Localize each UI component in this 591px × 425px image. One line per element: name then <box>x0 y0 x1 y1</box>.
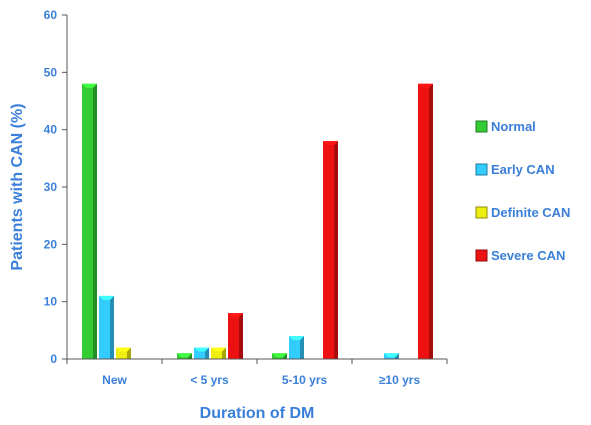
legend-swatch <box>475 163 488 176</box>
legend-item: Definite CAN <box>475 205 570 220</box>
y-tick-label: 10 <box>44 295 58 309</box>
legend-label: Severe CAN <box>491 248 565 263</box>
x-tick-label: New <box>102 373 127 387</box>
bar <box>116 347 131 359</box>
bar-side <box>239 313 243 359</box>
bar-face <box>194 347 209 359</box>
legend-label: Early CAN <box>491 162 555 177</box>
bar <box>211 347 226 359</box>
bar-side <box>334 141 338 359</box>
legend-item: Normal <box>475 119 536 134</box>
legend-label: Normal <box>491 119 536 134</box>
bar-top <box>272 353 287 358</box>
x-tick-label: < 5 yrs <box>190 373 229 387</box>
axes-layer <box>66 15 447 360</box>
bar-side <box>395 353 399 359</box>
legend-swatch <box>475 249 488 262</box>
bar-side <box>300 336 304 359</box>
bar-side <box>205 347 209 359</box>
bar-top <box>384 353 399 358</box>
bar-top <box>82 83 97 88</box>
bar-side <box>93 83 97 360</box>
bar <box>99 295 114 359</box>
legend-item: Severe CAN <box>475 248 565 263</box>
bar-top <box>177 353 192 358</box>
bar-side <box>222 347 226 359</box>
legend: Normal Early CAN Definite CAN Severe CAN <box>475 119 570 263</box>
bar <box>82 83 97 360</box>
bar-top <box>194 347 209 352</box>
bar-top <box>99 295 114 300</box>
bar <box>384 353 399 359</box>
ticks-layer: 0 10 20 30 40 50 60 New < 5 yrs 5-10 yrs ≥10 yrs <box>44 8 448 387</box>
bar-top <box>228 313 243 318</box>
bar-face <box>211 347 226 359</box>
y-tick-label: 20 <box>44 237 58 251</box>
bar-side <box>188 353 192 359</box>
bar <box>228 313 243 359</box>
bar-top <box>289 336 304 341</box>
legend-label: Definite CAN <box>491 205 570 220</box>
y-axis-title: Patients with CAN (%) <box>9 103 26 270</box>
bar-top <box>211 347 226 352</box>
bar-top <box>323 141 338 146</box>
bar-face <box>116 347 131 359</box>
y-tick-label: 30 <box>44 180 58 194</box>
x-tick-label: 5-10 yrs <box>282 373 328 387</box>
bar <box>177 353 192 359</box>
bar-top <box>116 347 131 352</box>
legend-swatch <box>475 206 488 219</box>
bar-side <box>110 295 114 359</box>
bar <box>418 83 433 360</box>
bar <box>194 347 209 359</box>
x-tick-label: ≥10 yrs <box>379 373 421 387</box>
y-tick-label: 50 <box>44 65 58 79</box>
y-tick-label: 0 <box>50 352 57 366</box>
bars-layer <box>82 83 433 360</box>
bar <box>323 141 338 359</box>
y-tick-label: 60 <box>44 8 58 22</box>
legend-item: Early CAN <box>475 162 555 177</box>
legend-swatch <box>475 120 488 133</box>
y-tick-label: 40 <box>44 123 58 137</box>
bar-top <box>418 83 433 88</box>
bar-side <box>283 353 287 359</box>
bar <box>272 353 287 359</box>
x-axis-title: Duration of DM <box>200 405 315 422</box>
bar <box>289 336 304 359</box>
bar-side <box>429 83 433 360</box>
bar-side <box>127 347 131 359</box>
